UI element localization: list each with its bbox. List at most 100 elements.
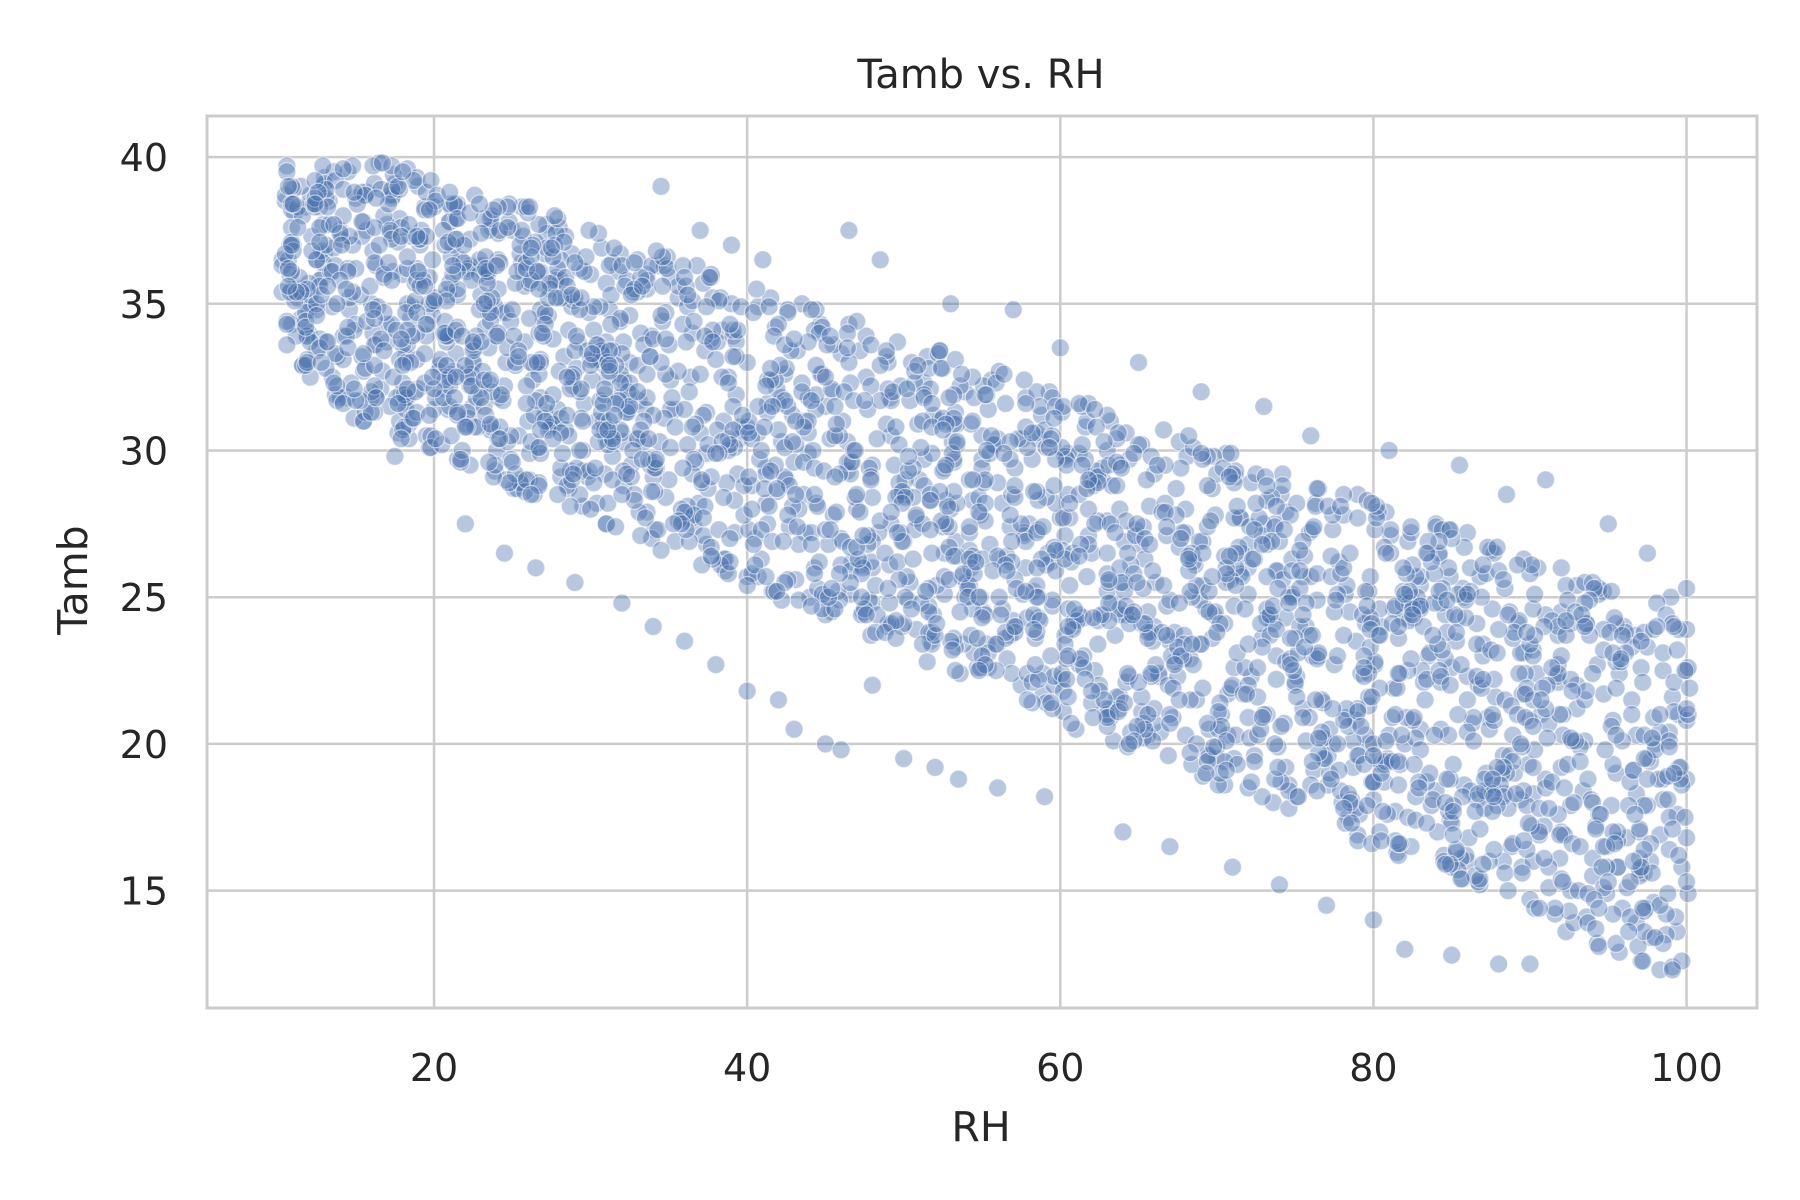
scatter-point bbox=[662, 388, 682, 408]
scatter-point bbox=[853, 525, 873, 546]
scatter-point bbox=[1227, 496, 1247, 516]
scatter-point bbox=[786, 570, 806, 590]
scatter-point bbox=[1553, 725, 1573, 745]
scatter-point bbox=[1401, 523, 1421, 543]
scatter-point bbox=[1113, 822, 1133, 842]
scatter-point bbox=[1647, 616, 1667, 637]
scatter-point bbox=[1460, 581, 1481, 601]
scatter-point bbox=[1658, 883, 1678, 904]
scatter-point bbox=[1017, 690, 1038, 710]
scatter-point bbox=[826, 502, 846, 522]
scatter-point bbox=[1388, 834, 1409, 854]
scatter-point bbox=[948, 769, 969, 789]
scatter-point bbox=[1664, 616, 1684, 637]
scatter-point bbox=[1099, 593, 1119, 613]
scatter-point bbox=[1415, 690, 1435, 710]
scatter-point bbox=[548, 484, 568, 505]
scatter-point bbox=[344, 182, 364, 202]
scatter-point bbox=[1509, 663, 1529, 684]
scatter-point bbox=[1135, 549, 1155, 569]
scatter-point bbox=[1645, 927, 1665, 948]
scatter-point bbox=[382, 270, 402, 290]
scatter-point bbox=[336, 279, 356, 299]
scatter-point bbox=[703, 332, 723, 352]
scatter-point bbox=[958, 587, 978, 607]
scatter-point bbox=[1222, 857, 1243, 877]
scatter-point bbox=[415, 344, 435, 364]
scatter-point bbox=[944, 546, 964, 566]
scatter-point bbox=[344, 379, 364, 399]
scatter-point bbox=[643, 616, 663, 637]
scatter-point bbox=[1672, 857, 1692, 877]
scatter-point bbox=[502, 452, 522, 472]
scatter-point bbox=[1667, 804, 1687, 824]
scatter-point bbox=[1105, 523, 1125, 543]
scatter-point bbox=[1247, 725, 1268, 745]
scatter-point bbox=[1633, 951, 1653, 971]
scatter-point bbox=[469, 194, 490, 214]
scatter-point bbox=[920, 520, 940, 540]
scatter-point bbox=[601, 314, 621, 334]
scatter-point bbox=[1597, 857, 1617, 877]
scatter-point bbox=[1014, 370, 1034, 390]
scatter-point bbox=[408, 261, 428, 282]
scatter-point bbox=[341, 373, 361, 393]
scatter-point bbox=[1561, 728, 1581, 748]
scatter-point bbox=[580, 499, 601, 519]
scatter-point bbox=[1493, 570, 1513, 590]
scatter-point bbox=[537, 393, 557, 414]
scatter-point bbox=[1370, 625, 1390, 645]
scatter-point bbox=[966, 552, 986, 572]
scatter-point bbox=[1406, 810, 1426, 830]
scatter-point bbox=[1290, 561, 1310, 581]
scatter-point bbox=[721, 235, 742, 255]
scatter-point bbox=[1027, 558, 1047, 578]
scatter-point bbox=[516, 393, 536, 414]
scatter-point bbox=[1035, 787, 1055, 807]
scatter-point bbox=[988, 778, 1008, 798]
scatter-point bbox=[801, 391, 821, 411]
scatter-point bbox=[1506, 784, 1526, 804]
scatter-point bbox=[1482, 704, 1503, 725]
scatter-point bbox=[1388, 775, 1409, 795]
scatter-point bbox=[1235, 599, 1255, 619]
scatter-point bbox=[1676, 619, 1697, 640]
scatter-point bbox=[734, 476, 754, 496]
scatter-point bbox=[1089, 681, 1110, 701]
scatter-point bbox=[1097, 543, 1117, 563]
scatter-point bbox=[903, 549, 923, 569]
scatter-point bbox=[1633, 898, 1653, 918]
scatter-point bbox=[1467, 614, 1487, 634]
scatter-point bbox=[1269, 875, 1290, 895]
scatter-point bbox=[771, 432, 792, 452]
scatter-point bbox=[310, 232, 330, 252]
scatter-point bbox=[601, 285, 621, 305]
scatter-point bbox=[1169, 690, 1189, 710]
scatter-point bbox=[1099, 570, 1119, 590]
scatter-point bbox=[363, 300, 383, 320]
scatter-point bbox=[1470, 819, 1490, 839]
scatter-point bbox=[1334, 625, 1354, 645]
scatter-point bbox=[1169, 432, 1189, 452]
scatter-point bbox=[1236, 684, 1257, 704]
scatter-point bbox=[922, 393, 942, 414]
scatter-point bbox=[1409, 778, 1429, 798]
scatter-point bbox=[1496, 763, 1517, 783]
scatter-point bbox=[1659, 839, 1679, 860]
scatter-point bbox=[673, 458, 693, 478]
scatter-point bbox=[900, 391, 920, 411]
scatter-point bbox=[1309, 728, 1329, 748]
scatter-point bbox=[1520, 954, 1540, 974]
scatter-point bbox=[579, 220, 599, 241]
scatter-point bbox=[1116, 423, 1136, 443]
scatter-point bbox=[1164, 655, 1185, 675]
scatter-point bbox=[532, 323, 552, 343]
scatter-point bbox=[317, 276, 338, 296]
scatter-point bbox=[1025, 655, 1045, 675]
scatter-point bbox=[1551, 558, 1571, 578]
scatter-point bbox=[1266, 496, 1286, 516]
scatter-point bbox=[1257, 476, 1277, 496]
scatter-point bbox=[1611, 649, 1631, 669]
scatter-point bbox=[825, 396, 845, 417]
